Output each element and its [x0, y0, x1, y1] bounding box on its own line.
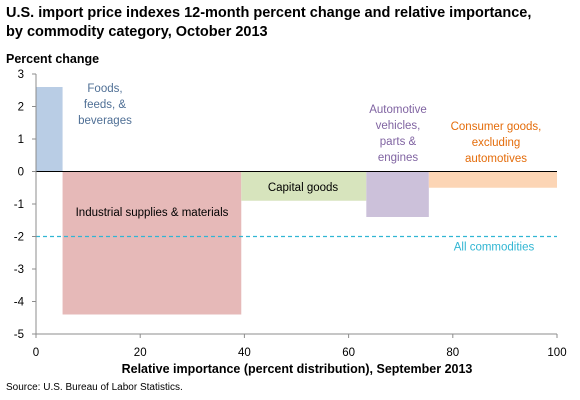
bar-2	[62, 171, 242, 315]
y-axis-label: Percent change	[6, 52, 100, 66]
bar-4	[366, 171, 429, 217]
y-tick-label: 1	[18, 134, 24, 146]
x-tick-label: 100	[547, 347, 566, 359]
bar-label-5: Consumer goods, excluding automotives	[451, 121, 542, 165]
x-tick-label: 20	[134, 347, 147, 359]
x-tick-label: 60	[342, 347, 355, 359]
chart-title-line-1: U.S. import price indexes 12-month perce…	[6, 5, 532, 21]
y-tick-label: -4	[14, 297, 25, 309]
y-tick-label: 3	[18, 69, 24, 81]
chart-title-line-2: by commodity category, October 2013	[6, 24, 268, 40]
all-commodities-label: All commodities	[454, 242, 535, 254]
y-tick-label: -5	[14, 329, 24, 341]
bar-label-3: Capital goods	[268, 182, 339, 194]
y-tick-label: -3	[14, 264, 24, 276]
x-axis-label: Relative importance (percent distributio…	[122, 362, 473, 376]
chart-title: U.S. import price indexes 12-month perce…	[6, 4, 576, 42]
y-tick-label: -2	[14, 232, 24, 244]
x-tick-label: 40	[238, 347, 251, 359]
y-tick-label: 2	[18, 102, 24, 114]
y-tick-label: -1	[14, 199, 24, 211]
bar-label-2: Industrial supplies & materials	[76, 207, 229, 219]
x-tick-label: 0	[33, 347, 39, 359]
bar-label-1: Foods, feeds, & beverages	[78, 83, 132, 127]
bar-3	[241, 171, 367, 201]
bar-label-4: Automotive vehicles, parts & engines	[369, 104, 427, 164]
bar-5	[428, 171, 557, 188]
y-tick-label: 0	[18, 167, 24, 179]
x-tick-label: 80	[446, 347, 459, 359]
source-note: Source: U.S. Bureau of Labor Statistics.	[6, 382, 183, 393]
bar-1	[36, 87, 63, 172]
